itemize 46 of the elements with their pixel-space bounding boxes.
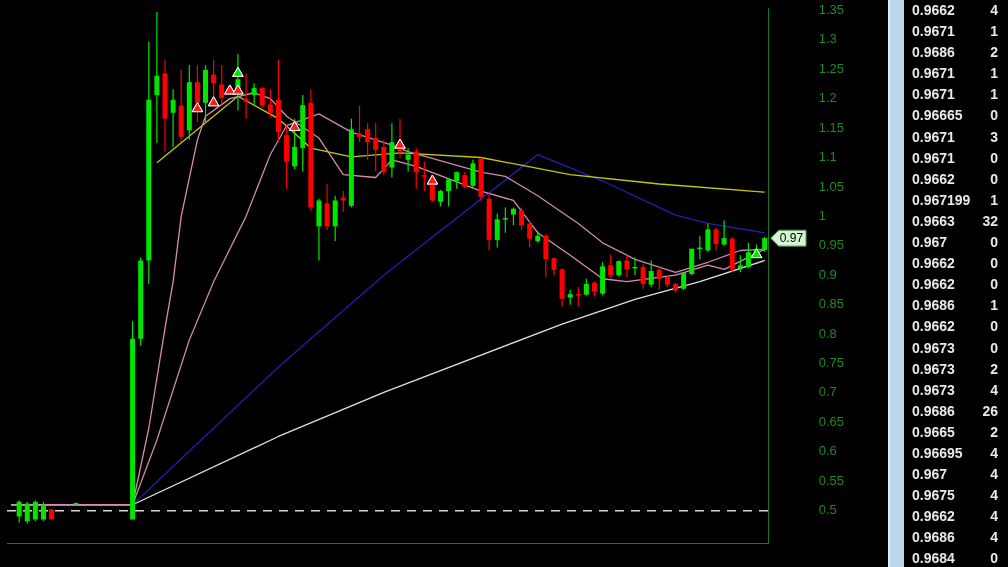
text: 0.9662 0 [912, 170, 998, 187]
text: 0.96695 4 [912, 444, 998, 461]
y-tick-label: 1.2 [818, 90, 837, 106]
text: 0.9662 4 [912, 2, 998, 18]
y-tick-label: 1 [818, 207, 826, 223]
y-tick-label: 0.55 [818, 472, 845, 488]
y-tick-label: 0.85 [818, 296, 845, 312]
y-tick-label: 1.3 [818, 31, 837, 47]
text: 0.9671 1 [912, 65, 998, 82]
y-tick-label: 0.7 [818, 384, 837, 400]
text: 0.96665 0 [912, 107, 998, 124]
text: 0.9671 1 [912, 23, 998, 40]
text: 0.97 [779, 231, 804, 246]
y-tick-label: 0.5 [818, 502, 837, 518]
text: 0.9686 4 [912, 529, 998, 546]
text: 0.9673 0 [912, 339, 998, 356]
text: 0.9686 2 [912, 44, 998, 61]
y-tick-label: 1.05 [818, 178, 845, 194]
text: 0.9671 1 [912, 86, 998, 103]
y-tick-label: 0.9 [818, 266, 837, 282]
text: 0.967 0 [912, 234, 998, 251]
y-tick-label: 1.1 [818, 149, 837, 165]
text: 0.9686 26 [912, 402, 998, 419]
text: 0.9671 3 [912, 128, 998, 145]
text: 0.967 4 [912, 466, 998, 483]
text: 0.9663 32 [912, 212, 998, 229]
text: 0.9684 0 [912, 550, 998, 567]
text: 0.9662 4 [912, 508, 998, 525]
text: 0.9686 1 [912, 297, 998, 314]
y-tick-label: 0.6 [818, 443, 837, 459]
text: 0.967199 1 [912, 191, 998, 208]
text: 0.9662 0 [912, 255, 998, 272]
y-tick-label: 1.35 [818, 1, 845, 17]
text: 0.9675 4 [912, 487, 998, 504]
text: 0.9662 0 [912, 276, 998, 293]
text: 0.9662 0 [912, 318, 998, 335]
text: 0.9671 0 [912, 149, 998, 166]
y-tick-label: 0.95 [818, 237, 845, 253]
text: 0.9673 4 [912, 381, 998, 398]
text: 0.9665 2 [912, 423, 998, 440]
text: 0.9673 2 [912, 360, 998, 377]
y-tick-label: 1.15 [818, 119, 845, 135]
y-tick-label: 0.65 [818, 413, 845, 429]
y-tick-label: 0.8 [818, 325, 837, 341]
y-tick-label: 1.25 [818, 60, 845, 76]
y-tick-label: 0.75 [818, 355, 845, 371]
